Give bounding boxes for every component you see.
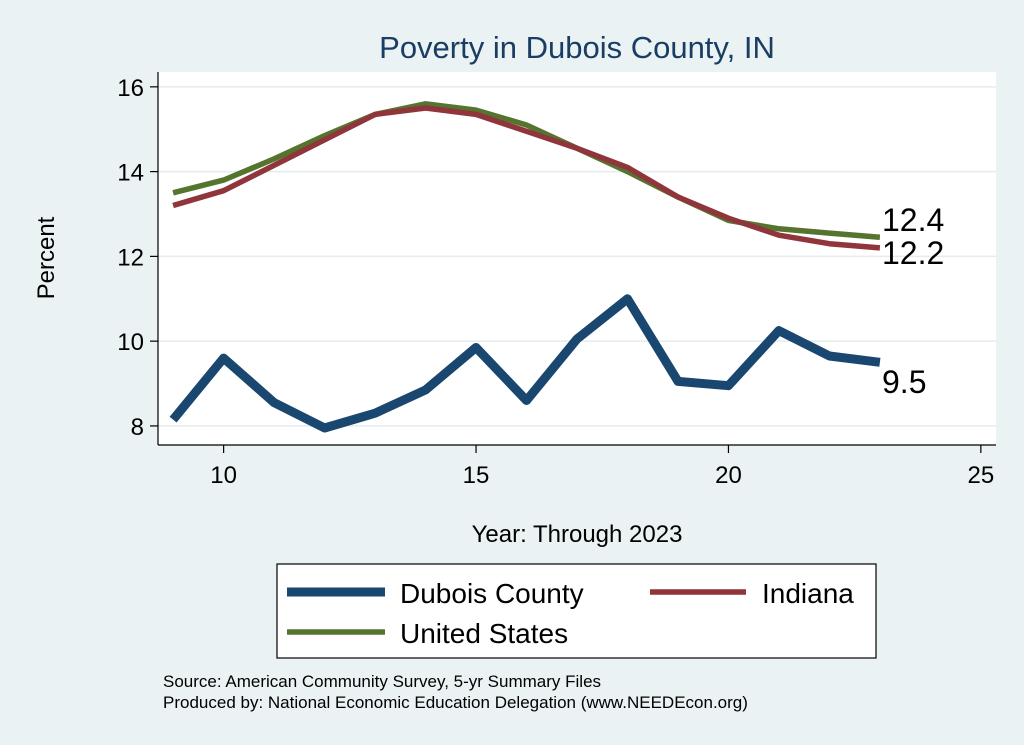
series-line-dubois-county (169, 294, 881, 433)
end-label-dubois-county: 9.5 (882, 364, 926, 400)
plot-area (158, 72, 996, 445)
x-tick-label: 15 (463, 462, 490, 489)
y-axis-label: Percent (33, 216, 60, 299)
produced-by-note: Produced by: National Economic Education… (163, 693, 748, 712)
y-axis: 8 10 12 14 16 (117, 75, 158, 441)
y-tick-label: 10 (117, 329, 144, 356)
y-tick-label: 12 (117, 244, 144, 271)
chart-title: Poverty in Dubois County, IN (379, 30, 775, 65)
gridlines (158, 86, 996, 427)
x-axis-label: Year: Through 2023 (472, 521, 683, 548)
end-label-united-states: 12.4 (882, 202, 944, 238)
x-tick-label: 20 (715, 462, 742, 489)
source-note: Source: American Community Survey, 5-yr … (163, 672, 601, 691)
series-line-indiana (172, 105, 881, 251)
x-tick-label: 10 (210, 462, 237, 489)
x-axis: 10 15 20 25 (210, 445, 994, 489)
legend-label-united-states: United States (400, 618, 568, 649)
legend-box (276, 563, 877, 659)
y-tick-label: 8 (131, 414, 144, 441)
y-tick-label: 14 (117, 160, 144, 187)
series-line-united-states (172, 101, 881, 241)
legend: Dubois County Indiana United States (276, 563, 877, 659)
legend-label-dubois-county: Dubois County (400, 578, 584, 609)
legend-label-indiana: Indiana (762, 578, 854, 609)
y-tick-label: 16 (117, 75, 144, 102)
end-label-indiana: 12.2 (882, 235, 944, 271)
x-tick-label: 25 (968, 462, 995, 489)
